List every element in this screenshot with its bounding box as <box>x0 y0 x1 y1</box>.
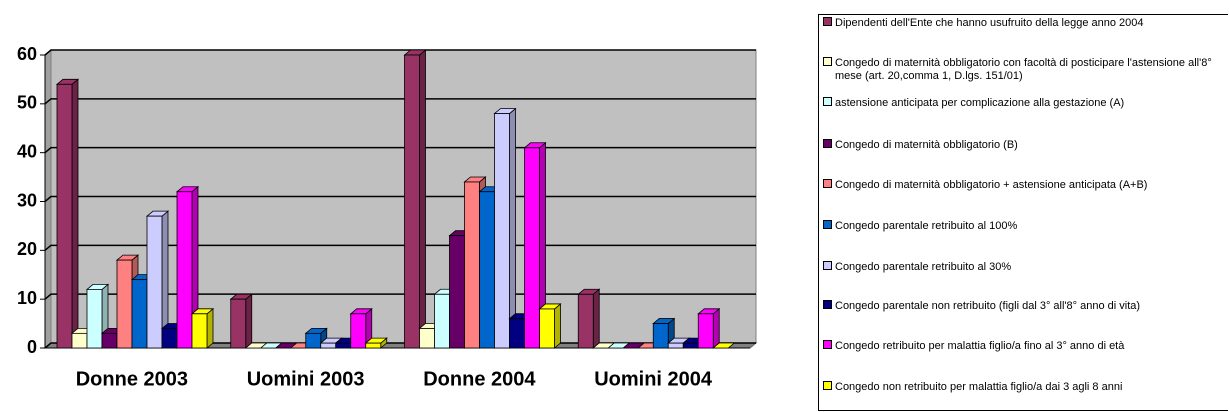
y-tick-label: 50 <box>17 93 37 113</box>
bar-side-shade <box>539 142 546 348</box>
bar <box>682 342 699 349</box>
legend-label: Congedo parentale retribuito al 100% <box>835 220 1018 232</box>
bar-side-shade <box>419 50 426 348</box>
bar <box>131 279 148 349</box>
legend-item: Congedo di maternità obbligatorio (B) <box>823 139 1227 152</box>
bar-top <box>712 342 736 349</box>
bar <box>56 83 73 349</box>
y-tick-label: 30 <box>17 190 37 210</box>
legend-item: Congedo di maternità obbligatorio + aste… <box>823 179 1227 192</box>
legend-item: Congedo parentale non retribuito (figli … <box>823 300 1227 313</box>
bar <box>176 191 193 349</box>
legend-swatch <box>823 179 832 188</box>
legend-swatch <box>823 97 832 106</box>
legend-item: Congedo retribuito per malattia figlio/a… <box>823 340 1227 353</box>
bar-side-shade <box>713 308 720 348</box>
legend-swatch <box>823 57 832 66</box>
bar <box>404 54 420 349</box>
y-tick-label: 60 <box>17 44 37 64</box>
bar-side-shade <box>72 79 78 349</box>
legend-item: Congedo di maternità obbligatorio con fa… <box>823 57 1227 83</box>
legend-item: Congedo non retribuito per malattia figl… <box>823 381 1227 394</box>
bar <box>652 323 669 349</box>
y-tick-label: 10 <box>17 288 37 308</box>
y-tick-label: 20 <box>17 239 37 259</box>
bar-side-shade <box>554 303 561 348</box>
bar <box>305 332 322 349</box>
bar <box>479 191 495 349</box>
grid-line <box>44 293 756 300</box>
legend: Dipendenti dell'Ente che hanno usufruito… <box>818 14 1228 411</box>
x-tick-label: Uomini 2003 <box>247 368 365 390</box>
legend-label: Congedo parentale non retribuito (figli … <box>835 300 1141 312</box>
legend-label: Dipendenti dell'Ente che hanno usufruito… <box>835 17 1144 29</box>
grid-line <box>44 98 756 105</box>
bar-side-shade <box>162 211 168 348</box>
x-tick-label: Uomini 2004 <box>594 368 713 390</box>
legend-label: Congedo di maternità obbligatorio (B) <box>835 139 1018 151</box>
legend-swatch <box>823 17 832 26</box>
y-tick-label: 0 <box>27 337 37 357</box>
bar <box>320 342 337 349</box>
bar-side-shade <box>245 294 252 348</box>
bar <box>494 113 510 349</box>
legend-label: astensione anticipata per complicazione … <box>835 97 1125 109</box>
grid-line <box>44 195 756 203</box>
legend-swatch <box>823 220 832 229</box>
bar-side-shade <box>509 108 516 348</box>
legend-item: Dipendenti dell'Ente che hanno usufruito… <box>823 17 1227 30</box>
legend-label: Congedo non retribuito per malattia figl… <box>835 381 1123 393</box>
bar <box>146 215 163 349</box>
bar <box>449 235 465 349</box>
bar <box>697 313 714 349</box>
legend-label: Congedo di maternità obbligatorio + aste… <box>835 179 1148 191</box>
legend-swatch <box>823 261 832 270</box>
bar <box>667 342 684 349</box>
legend-label: Congedo di maternità obbligatorio con fa… <box>835 57 1212 82</box>
legend-swatch <box>823 300 832 309</box>
x-tick-label: Donne 2004 <box>423 368 536 390</box>
y-tick-label: 40 <box>17 141 37 161</box>
bar-side-shade <box>207 308 213 348</box>
bar <box>116 259 133 349</box>
grid-line <box>44 146 756 154</box>
grid-line <box>44 244 756 251</box>
bar <box>230 298 247 349</box>
bar <box>86 288 103 349</box>
legend-item: Congedo parentale retribuito al 30% <box>823 261 1227 274</box>
bar-side-shade <box>380 338 387 348</box>
bar <box>350 313 367 349</box>
x-tick-label: Donne 2003 <box>76 368 188 390</box>
bar <box>464 181 480 349</box>
bar-side-shade <box>192 186 198 348</box>
legend-label: Congedo retribuito per malattia figlio/a… <box>835 340 1125 352</box>
legend-swatch <box>823 340 832 349</box>
bar-side-shade <box>365 308 372 348</box>
legend-swatch <box>823 139 832 148</box>
legend-item: astensione anticipata per complicazione … <box>823 97 1227 110</box>
bar <box>71 332 88 349</box>
bar <box>335 342 352 349</box>
bar-side-shade <box>593 289 600 348</box>
grid-line <box>44 49 756 56</box>
legend-swatch <box>823 381 832 390</box>
legend-label: Congedo parentale retribuito al 30% <box>835 261 1012 273</box>
bar <box>539 308 555 349</box>
bar <box>191 313 208 349</box>
bar <box>419 328 435 349</box>
bar <box>509 318 525 349</box>
bar <box>161 328 178 349</box>
chart: 0 10 20 30 40 50 60 Donne 2003 Uomini 2003 Donne … <box>17 44 758 390</box>
bar <box>101 332 118 349</box>
bar <box>365 342 382 349</box>
bar <box>434 293 450 349</box>
legend-item: Congedo parentale retribuito al 100% <box>823 220 1227 233</box>
bar <box>524 147 540 349</box>
bar <box>577 293 594 349</box>
